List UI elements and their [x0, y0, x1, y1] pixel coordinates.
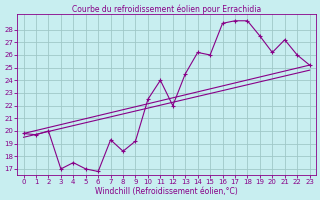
X-axis label: Windchill (Refroidissement éolien,°C): Windchill (Refroidissement éolien,°C) — [95, 187, 238, 196]
Title: Courbe du refroidissement éolien pour Errachidia: Courbe du refroidissement éolien pour Er… — [72, 4, 261, 14]
